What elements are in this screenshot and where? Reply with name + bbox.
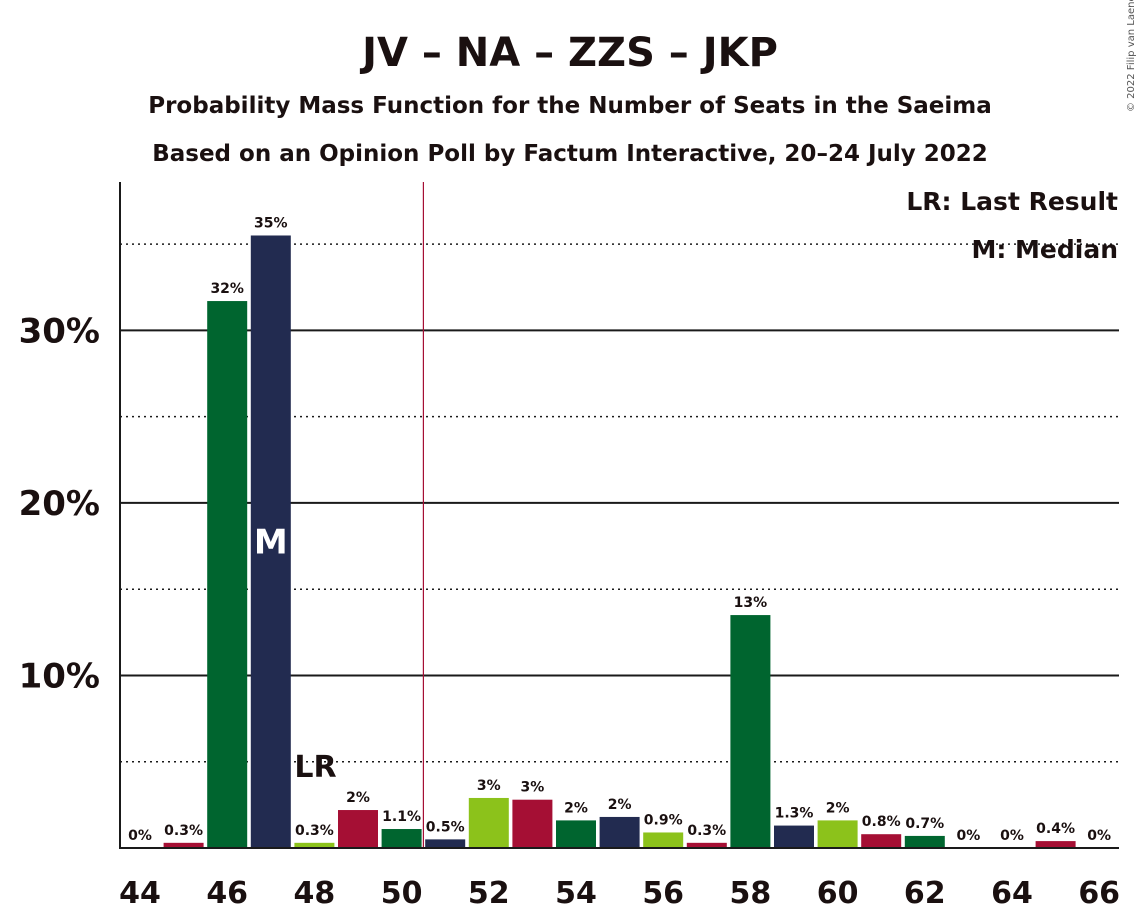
data-label-seat-59: 1.3% [775, 806, 814, 822]
x-tick-label: 58 [730, 876, 772, 911]
data-label-seat-66: 0% [1087, 828, 1111, 844]
bar-seat-47 [250, 235, 291, 848]
last-result-marker: LR [294, 750, 336, 785]
chart-title: JV – NA – ZZS – JKP [359, 30, 778, 76]
x-tick-label: 62 [904, 876, 946, 911]
data-label-seat-58: 13% [734, 595, 768, 611]
bar-seat-57 [686, 842, 727, 848]
bar-seat-56 [643, 832, 684, 848]
bar-seat-46 [207, 301, 248, 848]
x-tick-label: 50 [381, 876, 423, 911]
data-label-seat-46: 32% [210, 281, 244, 297]
data-label-seat-62: 0.7% [905, 816, 944, 832]
x-tick-label: 60 [817, 876, 859, 911]
x-tick-label: 46 [206, 876, 248, 911]
x-tick-label: 52 [468, 876, 510, 911]
bar-seat-53 [512, 799, 553, 848]
x-tick-label: 54 [555, 876, 597, 911]
data-label-seat-61: 0.8% [862, 814, 901, 830]
bar-seat-61 [861, 834, 902, 848]
data-label-seat-64: 0% [1000, 828, 1024, 844]
bar-seat-54 [556, 820, 596, 848]
data-label-seat-60: 2% [826, 800, 850, 816]
bar-seat-58 [730, 615, 771, 848]
legend-last-result: LR: Last Result [906, 187, 1118, 216]
x-tick-label: 48 [294, 876, 336, 911]
bar-seat-45 [163, 842, 204, 848]
y-tick-label: 10% [19, 656, 100, 696]
bar-seat-62 [904, 835, 945, 848]
data-label-seat-63: 0% [957, 828, 981, 844]
data-label-seat-54: 2% [564, 800, 588, 816]
data-label-seat-55: 2% [608, 797, 632, 813]
data-labels: 0% 0.3%32%35%0.3%2%1.1%0.5%3% 3%2% 2%0.9%0.… [128, 215, 1111, 844]
y-tick-label: 30% [19, 311, 100, 351]
x-tick-label: 56 [642, 876, 684, 911]
data-label-seat-57: 0.3% [687, 823, 726, 839]
bar-seat-55 [599, 816, 640, 848]
bar-seat-52 [468, 797, 509, 848]
x-tick-label: 64 [991, 876, 1033, 911]
bar-seat-50 [381, 829, 422, 848]
data-label-seat-44: 0% [128, 828, 152, 844]
data-label-seat-56: 0.9% [644, 812, 683, 828]
data-label-seat-47: 35% [254, 215, 288, 231]
bar-seat-49 [338, 810, 378, 848]
data-label-seat-50: 1.1% [382, 809, 421, 825]
x-axis-ticks: 44 46 48 50 52 54 56 58 60 62 64 66 [119, 876, 1120, 911]
data-label-seat-53: 3% [521, 780, 545, 796]
y-axis-ticks: 10% 20% 30% [19, 311, 100, 696]
bars [163, 182, 1076, 848]
median-marker: M [254, 523, 288, 563]
bar-seat-51 [425, 839, 466, 848]
data-label-seat-51: 0.5% [426, 819, 465, 835]
chart-subtitle-1: Probability Mass Function for the Number… [148, 93, 992, 119]
legend-median: M: Median [971, 235, 1118, 264]
bar-seat-65 [1035, 841, 1076, 848]
bar-seat-60 [817, 820, 858, 848]
data-label-seat-65: 0.4% [1036, 821, 1075, 837]
markers: M LR [254, 523, 337, 785]
copyright-text: © 2022 Filip van Laenen [1126, 0, 1137, 112]
x-tick-label: 44 [119, 876, 161, 911]
bar-seat-59 [774, 825, 814, 848]
chart-subtitle-2: Based on an Opinion Poll by Factum Inter… [152, 141, 988, 167]
data-label-seat-48: 0.3% [295, 823, 334, 839]
data-label-seat-52: 3% [477, 778, 501, 794]
bar-seat-48 [294, 842, 335, 848]
y-tick-label: 20% [19, 484, 100, 524]
x-tick-label: 66 [1078, 876, 1120, 911]
data-label-seat-49: 2% [346, 790, 370, 806]
data-label-seat-45: 0.3% [164, 823, 203, 839]
